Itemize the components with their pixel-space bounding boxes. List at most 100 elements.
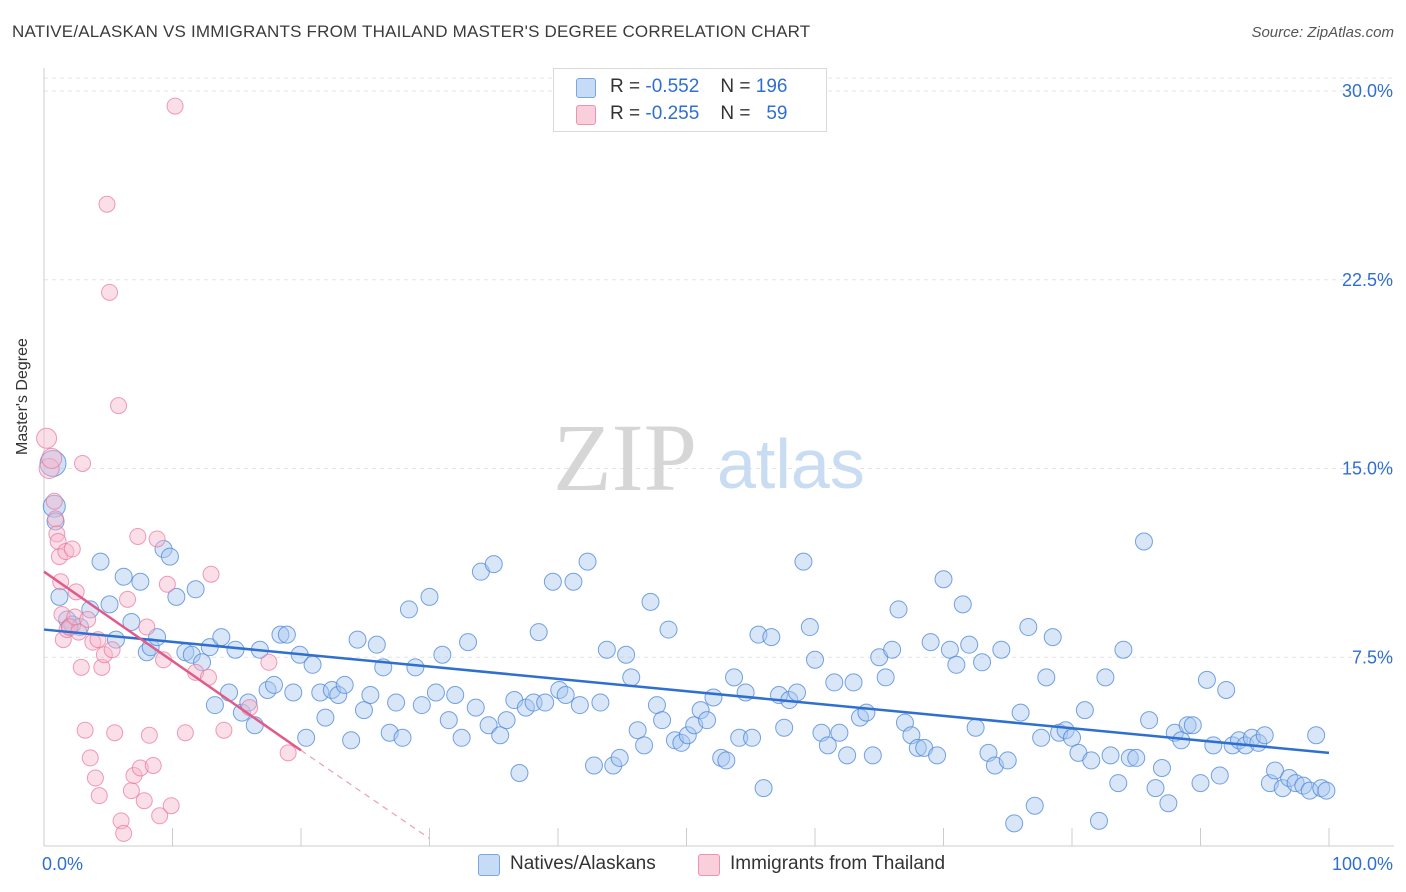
point-natives <box>775 718 794 737</box>
point-natives <box>50 587 69 606</box>
point-natives <box>641 592 660 611</box>
point-natives <box>510 764 529 783</box>
point-natives <box>271 625 290 644</box>
point-natives <box>265 675 284 694</box>
series-thailand-points <box>36 97 297 842</box>
point-natives <box>1191 774 1210 793</box>
point-natives <box>91 552 110 571</box>
point-natives <box>628 721 647 740</box>
n-value: 196 <box>755 76 788 97</box>
point-thailand <box>112 812 130 830</box>
point-natives <box>212 628 231 647</box>
point-thailand <box>72 658 90 676</box>
point-natives <box>433 645 452 664</box>
point-natives <box>543 572 562 591</box>
point-natives <box>1037 668 1056 687</box>
point-thailand <box>148 530 166 548</box>
point-natives <box>953 595 972 614</box>
point-thailand <box>144 756 162 774</box>
point-natives <box>182 645 201 664</box>
point-natives <box>399 600 418 619</box>
point-natives <box>992 640 1011 659</box>
point-natives <box>452 728 471 747</box>
point-thailand <box>90 787 108 805</box>
point-natives <box>659 620 678 639</box>
point-thailand <box>202 565 220 583</box>
legend-swatch-natives <box>478 854 500 876</box>
point-natives <box>863 746 882 765</box>
point-natives <box>387 693 406 712</box>
point-natives <box>591 693 610 712</box>
point-natives <box>678 726 697 745</box>
point-natives <box>329 686 348 704</box>
point-natives <box>691 701 710 720</box>
point-natives <box>838 746 857 765</box>
point-natives <box>1089 811 1108 830</box>
point-natives <box>844 673 863 692</box>
point-natives <box>712 748 731 767</box>
point-natives <box>1197 670 1216 689</box>
trend-line-thailand-extension <box>300 749 430 839</box>
point-natives <box>940 640 959 659</box>
point-natives <box>193 653 212 672</box>
point-natives <box>876 668 895 687</box>
n-label: N = <box>720 103 751 124</box>
point-natives <box>1140 711 1159 730</box>
point-natives <box>1210 766 1229 785</box>
point-thailand <box>41 447 63 469</box>
r-value: -0.255 <box>645 103 700 124</box>
point-natives <box>466 698 485 717</box>
point-thailand <box>119 590 137 608</box>
x-tick-label-1: 100.0% <box>1332 854 1393 874</box>
point-natives <box>928 746 947 765</box>
point-thailand <box>93 658 111 676</box>
grid-lines <box>44 77 1394 658</box>
point-natives <box>762 628 781 647</box>
point-natives <box>883 640 902 659</box>
point-thailand <box>79 611 97 628</box>
point-natives <box>788 683 807 702</box>
correlation-legend: R = -0.552 N = 196 R = -0.255 N = 59 <box>553 68 827 132</box>
point-natives <box>704 688 723 707</box>
y-tick-label-2: 22.5% <box>1342 270 1393 290</box>
legend-text-thailand: R = -0.255 N = 59 <box>610 103 787 125</box>
point-thailand <box>129 527 147 545</box>
point-thailand <box>63 540 81 558</box>
point-natives <box>800 618 819 637</box>
legend-label-natives: Natives/Alaskans <box>510 853 656 874</box>
point-natives <box>536 693 555 712</box>
point-thailand <box>115 824 133 842</box>
point-thailand <box>158 575 176 593</box>
point-natives <box>947 655 966 674</box>
point-natives <box>114 567 133 586</box>
point-natives <box>754 779 773 798</box>
point-thailand <box>53 605 71 623</box>
point-natives <box>806 650 824 669</box>
watermark-zip: ZIP <box>553 404 697 511</box>
point-natives <box>335 675 354 694</box>
point-natives <box>354 701 373 720</box>
point-natives <box>205 696 224 715</box>
point-thailand <box>36 427 58 449</box>
point-natives <box>491 726 510 745</box>
point-natives <box>1011 703 1030 722</box>
r-label: R = <box>610 76 641 97</box>
point-natives <box>497 711 516 730</box>
chart-title: NATIVE/ALASKAN VS IMMIGRANTS FROM THAILA… <box>12 22 811 41</box>
point-natives <box>1109 774 1128 793</box>
point-natives <box>1178 716 1197 735</box>
point-natives <box>830 723 849 742</box>
legend-swatch-natives <box>576 78 596 98</box>
point-natives <box>1096 668 1115 687</box>
point-natives <box>1255 726 1274 745</box>
point-natives <box>459 633 478 652</box>
point-natives <box>348 630 367 649</box>
point-thailand <box>76 721 94 739</box>
trend-line-thailand <box>43 570 302 752</box>
n-value: 59 <box>766 103 788 124</box>
point-natives <box>1063 728 1081 747</box>
point-natives <box>1019 618 1038 637</box>
point-natives <box>635 736 654 755</box>
point-natives <box>973 653 992 672</box>
point-natives <box>1307 726 1326 745</box>
